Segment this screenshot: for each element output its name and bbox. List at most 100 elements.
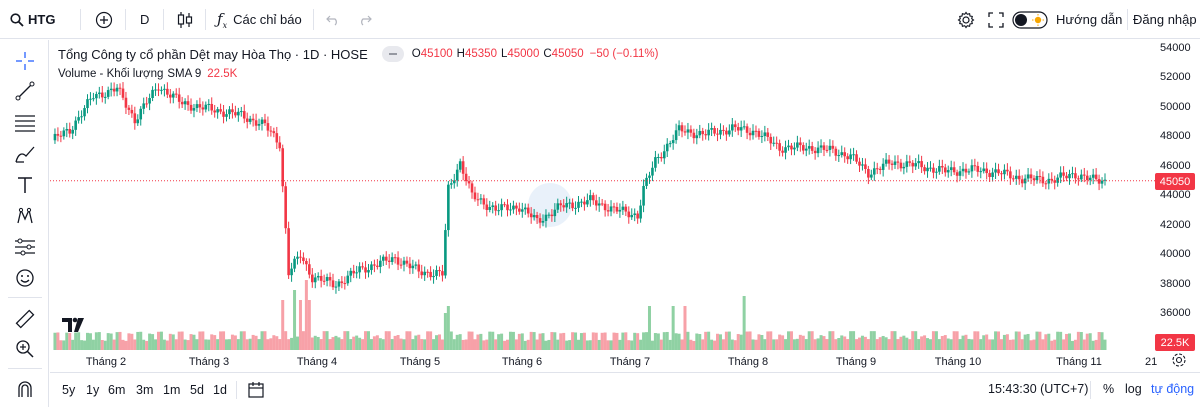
measure-tool[interactable] (12, 306, 38, 332)
brush-tool[interactable] (12, 141, 38, 167)
volume-bar (171, 334, 175, 350)
range-5y[interactable]: 5y (62, 383, 76, 397)
range-1m[interactable]: 1m (163, 383, 181, 397)
range-1y[interactable]: 1y (86, 383, 100, 397)
candle (816, 147, 820, 154)
log-toggle[interactable]: log (1125, 382, 1142, 396)
undo-button[interactable] (326, 0, 340, 39)
candle (494, 205, 497, 211)
volume-bar (293, 290, 297, 350)
candle (867, 169, 870, 178)
chart-type-button[interactable] (177, 0, 193, 39)
settings-button[interactable] (957, 0, 975, 39)
volume-bar (647, 306, 651, 350)
volume-bar (201, 331, 205, 350)
volume-bar (467, 331, 471, 350)
volume-bar (260, 331, 264, 350)
crosshair-tool[interactable] (12, 48, 38, 74)
fib-tool[interactable] (12, 110, 38, 136)
volume-bar (80, 340, 84, 350)
volume-bar (59, 340, 63, 350)
volume-bar (369, 339, 373, 350)
auto-toggle[interactable]: tự động (1151, 382, 1195, 396)
candle (396, 257, 400, 265)
volume-bar (902, 335, 906, 350)
volume-bar (154, 339, 158, 350)
candle (556, 203, 560, 210)
volume-bar (485, 339, 489, 350)
clock[interactable]: 15:43:30 (UTC+7) (988, 382, 1089, 396)
candle (290, 268, 293, 276)
candle (742, 126, 746, 128)
volume-bar (875, 339, 879, 350)
candle (645, 177, 648, 186)
candle (1009, 171, 1012, 179)
candle (624, 206, 628, 212)
candle (887, 159, 891, 164)
volume-bar (920, 336, 924, 350)
pattern-tool[interactable] (12, 203, 38, 229)
axis-settings-button[interactable] (1171, 352, 1187, 373)
prediction-tool[interactable] (12, 234, 38, 260)
candle (127, 107, 131, 110)
theme-toggle[interactable] (1012, 0, 1048, 39)
compare-button[interactable] (95, 0, 113, 39)
candle (310, 274, 314, 283)
volume-bar (937, 339, 941, 350)
fullscreen-button[interactable] (988, 0, 1004, 39)
candle (810, 146, 814, 151)
goto-date-button[interactable] (247, 381, 265, 404)
trendline-tool[interactable] (12, 78, 38, 104)
candle (796, 142, 799, 148)
legend-collapse-button[interactable] (381, 46, 404, 62)
range-1d[interactable]: 1d (213, 383, 227, 397)
candle (251, 118, 255, 121)
volume-bar (650, 340, 654, 350)
candle (381, 256, 385, 261)
zoom-tool[interactable] (12, 336, 38, 362)
candle (763, 132, 767, 137)
text-tool[interactable] (12, 172, 38, 198)
interval-button[interactable]: D (140, 0, 149, 39)
candle (831, 145, 835, 149)
volume-bar (816, 338, 820, 350)
price-chart[interactable] (50, 40, 1160, 356)
pattern-icon (17, 207, 33, 224)
candle (976, 165, 980, 172)
indicators-button[interactable]: ƒx Các chỉ báo (217, 0, 302, 39)
percent-toggle[interactable]: % (1103, 382, 1115, 396)
candle (837, 155, 841, 157)
candle (470, 183, 474, 193)
volume-bar (692, 340, 696, 350)
candle (660, 157, 663, 159)
guide-link[interactable]: Hướng dẫn (1056, 0, 1122, 39)
symbol-search[interactable]: HTG (10, 0, 55, 39)
month-tick: Tháng 11 (1056, 356, 1102, 368)
candle (237, 111, 240, 116)
time-axis-extra: 21 (1145, 356, 1158, 368)
login-link[interactable]: Đăng nhập (1133, 0, 1197, 39)
volume-bar (565, 340, 569, 350)
magnet-tool[interactable] (12, 376, 38, 402)
candle (509, 209, 512, 211)
candle (722, 129, 725, 131)
volume-bar (825, 339, 829, 350)
volume-label: Volume - Khối lượng (58, 68, 164, 80)
range-5d[interactable]: 5d (190, 383, 204, 397)
volume-bar (337, 337, 341, 350)
candle (240, 111, 243, 113)
candle (180, 101, 184, 105)
candle (503, 204, 506, 206)
volume-bar (869, 331, 873, 350)
candle (272, 131, 276, 134)
volume-bar (754, 339, 758, 350)
fullscreen-icon (988, 11, 1004, 28)
volume-bar (68, 332, 72, 350)
redo-button[interactable] (358, 0, 372, 39)
range-3m[interactable]: 3m (136, 383, 154, 397)
volume-bar (77, 332, 81, 350)
range-6m[interactable]: 6m (108, 383, 126, 397)
price-tick: 48000 (1160, 130, 1191, 143)
volume-bar (222, 331, 226, 350)
emoji-tool[interactable] (12, 265, 38, 291)
